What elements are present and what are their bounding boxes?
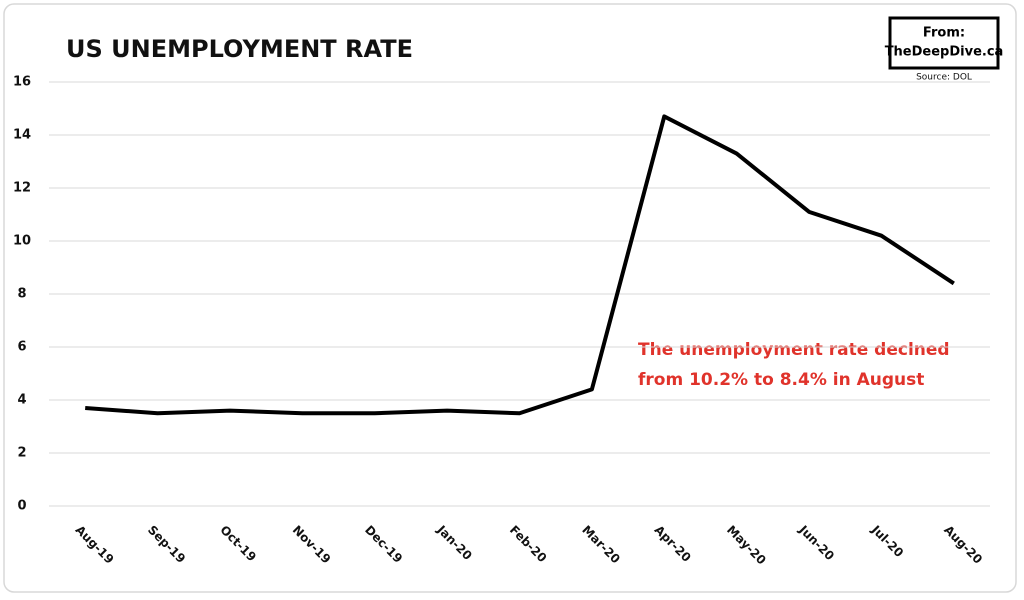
credit-site: TheDeepDive.ca xyxy=(885,45,1004,60)
credit-label: From: xyxy=(923,26,965,41)
y-tick-label: 2 xyxy=(17,446,26,461)
source-note: Source: DOL xyxy=(916,73,972,83)
y-tick-label: 6 xyxy=(17,340,26,355)
y-tick-label: 0 xyxy=(17,499,26,514)
credit-box xyxy=(888,16,1000,70)
line xyxy=(85,114,955,416)
chart-title: US UNEMPLOYMENT RATE xyxy=(66,35,413,63)
y-tick-label: 4 xyxy=(17,393,26,408)
annotation: The unemployment rate declned xyxy=(638,340,950,360)
annotation: from 10.2% to 8.4% in August xyxy=(638,370,924,390)
y-tick-label: 8 xyxy=(17,287,26,302)
y-tick-label: 14 xyxy=(13,128,31,143)
chart-frame xyxy=(3,3,1017,593)
y-tick-label: 12 xyxy=(13,181,31,196)
y-tick-label: 10 xyxy=(13,234,31,249)
y-tick-label: 16 xyxy=(13,75,31,90)
